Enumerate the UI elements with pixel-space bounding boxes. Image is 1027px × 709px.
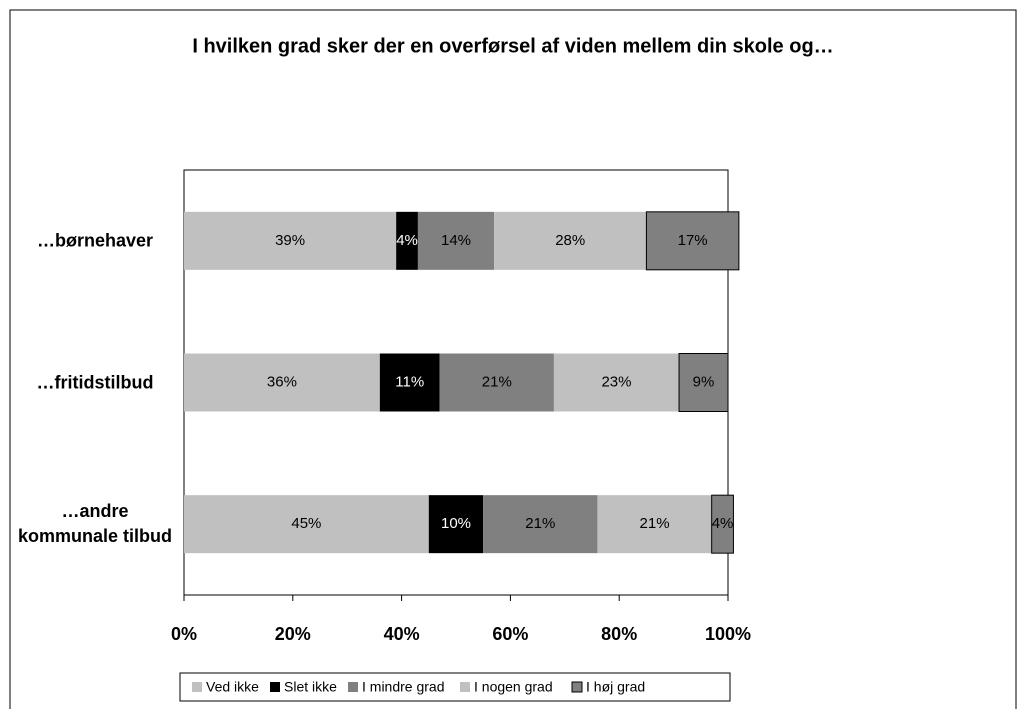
- bar-segment: [428, 495, 484, 554]
- data-label: 17%: [678, 232, 708, 249]
- x-tick-label: 0%: [171, 624, 197, 644]
- bar-segment: [184, 211, 397, 270]
- data-label: 23%: [601, 373, 631, 390]
- data-label: 21%: [482, 373, 512, 390]
- legend-swatch: [348, 682, 358, 692]
- data-label: 21%: [525, 515, 555, 532]
- data-label: 9%: [693, 373, 715, 390]
- data-label: 4%: [712, 515, 734, 532]
- legend-label: I høj grad: [586, 679, 645, 695]
- bar-segment: [494, 211, 647, 270]
- legend-box: [179, 672, 731, 702]
- data-label: 36%: [267, 373, 297, 390]
- x-tick-label: 60%: [492, 624, 528, 644]
- y-tick-label: …andre kommunale tilbud: [17, 501, 172, 547]
- legend-label: Slet ikke: [284, 679, 337, 695]
- bar-segment: [439, 353, 554, 412]
- bar-segment: [553, 353, 680, 412]
- chart-title: I hvilken grad sker der en overførsel af…: [192, 35, 833, 57]
- x-tick-label: 40%: [384, 624, 420, 644]
- bar-segment: [678, 353, 729, 412]
- bar-segment: [711, 494, 734, 554]
- x-tick-label: 100%: [705, 624, 751, 644]
- legend-swatch: [571, 681, 583, 693]
- bar-segment: [483, 495, 598, 554]
- bar-segment: [645, 211, 740, 271]
- legend-swatch: [460, 682, 470, 692]
- data-label: 14%: [441, 232, 471, 249]
- legend-label: Ved ikke: [206, 679, 259, 695]
- legend-label: I nogen grad: [474, 679, 553, 695]
- y-tick-label: …børnehaver: [36, 230, 154, 251]
- bar-segment: [379, 353, 440, 412]
- bar-segment: [396, 211, 418, 270]
- bar-segment: [417, 211, 495, 270]
- data-label: 21%: [640, 515, 670, 532]
- data-label: 45%: [291, 515, 321, 532]
- legend-label: I mindre grad: [362, 679, 444, 695]
- data-label: 4%: [396, 232, 418, 249]
- x-tick-label: 80%: [601, 624, 637, 644]
- legend-swatch: [270, 682, 280, 692]
- y-tick-label: …fritidstilbud: [36, 372, 154, 392]
- x-tick-label: 20%: [275, 624, 311, 644]
- data-label: 11%: [395, 373, 424, 390]
- data-label: 39%: [275, 232, 305, 249]
- legend-swatch: [192, 682, 202, 692]
- bar-segment: [184, 495, 429, 554]
- bar-segment: [597, 495, 712, 554]
- bar-segment: [184, 353, 380, 412]
- data-label: 10%: [441, 515, 471, 532]
- data-label: 28%: [555, 232, 585, 249]
